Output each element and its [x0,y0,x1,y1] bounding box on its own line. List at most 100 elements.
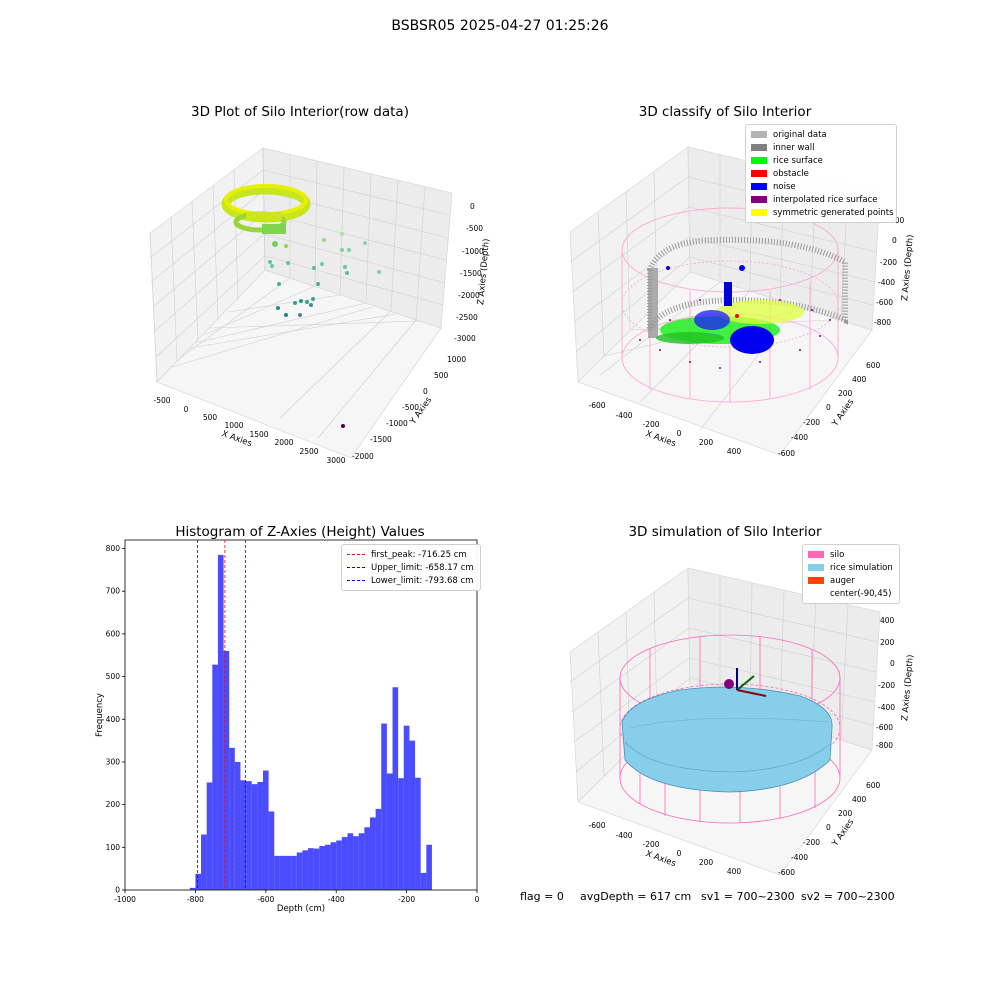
legend-swatch [808,590,824,597]
histogram-x-tick-label: 0 [475,895,480,904]
simulation-y-tick: 600 [866,781,881,790]
legend-swatch [751,170,767,177]
simulation-y-tick: -600 [778,868,795,877]
simulation-y-tick: 400 [852,795,867,804]
classify-x-tick-labels: -600 -400 -200 0 200 400 [588,401,741,456]
legend-swatch [751,144,767,151]
legend-label: interpolated rice surface [773,194,878,205]
histogram-x-axis-label: Depth (cm) [277,904,325,914]
classify-y-tick: 600 [866,361,881,370]
classify-y-tick-labels: 600 400 200 0 -200 -400 -600 [778,361,881,458]
legend-label: rice simulation [830,562,893,573]
histogram-bar [381,723,387,890]
histogram-bar [274,855,280,890]
simulation-z-axis-label: Z Axies (Depth) [900,654,916,721]
histogram-bar [246,781,252,890]
histogram-bar [223,650,230,890]
legend-swatch [751,183,767,190]
legend-label: Lower_limit: -793.68 cm [371,575,474,586]
histogram-bar [392,687,399,890]
simulation-x-tick: -600 [588,821,605,830]
legend-swatch [751,209,767,216]
classify-y-axis-label: Y Axies [830,397,857,429]
legend-label: rice surface [773,155,823,166]
classify-legend: original data inner wall rice surface ob… [745,124,897,223]
histogram-bar [330,842,337,890]
simulation-y-tick: -200 [803,838,820,847]
classify-noise [666,265,774,354]
histogram-bar [319,846,325,890]
legend-label: center(-90,45) [830,588,892,599]
simulation-rice-surface [621,686,833,793]
classify-z-axis-label: Z Axies (Depth) [900,234,916,301]
raw-z-tick: -2500 [456,313,478,322]
histogram-bar [212,664,218,890]
raw-z-tick: -2000 [458,291,480,300]
simulation-z-tick: 200 [880,638,895,647]
histogram-bar [415,777,421,890]
histogram-y-ticks: 0 100 200 300 400 500 600 700 800 [106,544,125,895]
histogram-bar [364,827,370,890]
simulation-x-tick: -400 [615,831,632,840]
raw-x-tick: -500 [153,396,170,405]
histogram-bar [386,773,393,890]
histogram-bar [217,554,224,890]
classify-z-tick: -400 [878,278,895,287]
classify-x-tick: -400 [615,411,632,420]
legend-swatch [808,551,824,558]
histogram-bar [398,778,404,890]
raw-z-tick: -1000 [462,247,484,256]
histogram-bar [257,782,263,890]
simulation-z-tick: -200 [878,681,895,690]
legend-item: silo [808,548,894,561]
raw-x-tick: 1500 [249,430,268,439]
legend-item: auger [808,574,894,587]
legend-item: first_peak: -716.25 cm [347,548,475,561]
legend-swatch [347,580,365,581]
classify-x-tick: 200 [699,438,714,447]
histogram-bar [285,855,292,890]
classify-z-tick: -200 [880,258,897,267]
histogram-bar [347,833,354,890]
legend-swatch [751,196,767,203]
histogram-y-tick-label: 100 [106,843,121,852]
classify-x-axis-label: X Axies [644,429,677,449]
simulation-3d-plot: -600 -400 -200 0 200 400 X Axies 600 400… [569,567,916,877]
legend-label: first_peak: -716.25 cm [371,549,467,560]
simulation-y-tick: 0 [826,823,831,832]
raw-3d-plot: -500 0 500 1000 1500 2000 2500 3000 X Ax… [149,147,492,465]
legend-item: rice surface [751,154,891,167]
histogram-bar [268,811,275,890]
simulation-plot-title: 3D simulation of Silo Interior [628,524,822,540]
legend-swatch [751,157,767,164]
legend-swatch [808,577,824,584]
histogram-y-tick-label: 800 [106,544,121,553]
classify-obstacle [735,314,739,318]
histogram-bars [189,554,432,890]
raw-plot-title: 3D Plot of Silo Interior(row data) [191,104,409,120]
raw-z-tick: -1500 [460,269,482,278]
raw-y-tick: -1500 [370,435,392,444]
simulation-z-tick: -600 [876,723,893,732]
simulation-z-tick: -800 [876,741,893,750]
legend-item: symmetric generated points [751,206,894,219]
raw-z-tick: -500 [466,224,483,233]
simulation-x-tick: 200 [699,858,714,867]
histogram-y-tick-label: 0 [115,886,120,895]
histogram-bar [341,837,348,890]
classify-y-tick: -200 [803,418,820,427]
classify-y-tick: -600 [778,449,795,458]
raw-y-tick-labels: 1000 500 0 -500 -1000 -1500 -2000 [352,355,466,461]
raw-y-tick: -1000 [386,419,408,428]
histogram-y-tick-label: 400 [106,715,121,724]
raw-point-cloud [221,184,381,428]
classify-z-tick: 0 [892,236,897,245]
histogram-bar [279,855,286,890]
histogram-bar [308,848,314,890]
legend-label: noise [773,181,796,192]
legend-item: Lower_limit: -793.68 cm [347,574,475,587]
histogram-x-tick-label: -800 [187,895,204,904]
histogram-bar [420,872,427,890]
histogram-bar [251,784,258,890]
legend-item: center(-90,45) [808,587,894,600]
